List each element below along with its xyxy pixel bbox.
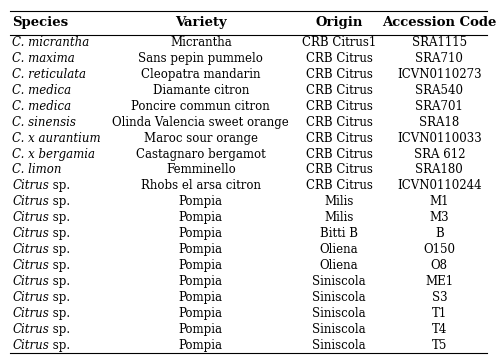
Text: Pompia: Pompia — [179, 243, 223, 256]
Text: Citrus: Citrus — [12, 275, 49, 288]
Text: C. sinensis: C. sinensis — [12, 116, 77, 128]
Text: SRA701: SRA701 — [415, 100, 463, 113]
Text: C. limon: C. limon — [12, 163, 62, 177]
Text: Species: Species — [12, 16, 69, 29]
Text: sp.: sp. — [49, 227, 70, 240]
Text: Variety: Variety — [175, 16, 227, 29]
Text: Poncire commun citron: Poncire commun citron — [131, 100, 270, 113]
Text: Oliena: Oliena — [320, 259, 358, 272]
Text: Pompia: Pompia — [179, 339, 223, 352]
Text: M3: M3 — [429, 211, 449, 224]
Text: ICVN0110273: ICVN0110273 — [397, 68, 482, 81]
Text: sp.: sp. — [49, 291, 70, 304]
Text: Pompia: Pompia — [179, 323, 223, 336]
Text: sp.: sp. — [49, 195, 70, 208]
Text: Citrus: Citrus — [12, 307, 49, 320]
Text: Castagnaro bergamot: Castagnaro bergamot — [136, 147, 266, 161]
Text: M1: M1 — [429, 195, 449, 208]
Text: Rhobs el arsa citron: Rhobs el arsa citron — [141, 179, 261, 192]
Text: O8: O8 — [431, 259, 448, 272]
Text: Micrantha: Micrantha — [170, 36, 232, 49]
Text: ICVN0110033: ICVN0110033 — [397, 132, 482, 145]
Text: Pompia: Pompia — [179, 227, 223, 240]
Text: ICVN0110244: ICVN0110244 — [397, 179, 482, 192]
Text: Citrus: Citrus — [12, 195, 49, 208]
Text: C. medica: C. medica — [12, 100, 72, 113]
Text: Siniscola: Siniscola — [312, 339, 366, 352]
Text: Siniscola: Siniscola — [312, 323, 366, 336]
Text: CRB Citrus: CRB Citrus — [306, 132, 373, 145]
Text: CRB Citrus: CRB Citrus — [306, 179, 373, 192]
Text: Citrus: Citrus — [12, 259, 49, 272]
Text: Pompia: Pompia — [179, 211, 223, 224]
Text: Diamante citron: Diamante citron — [153, 84, 249, 97]
Text: Siniscola: Siniscola — [312, 291, 366, 304]
Text: sp.: sp. — [49, 275, 70, 288]
Text: Origin: Origin — [316, 16, 363, 29]
Text: Olinda Valencia sweet orange: Olinda Valencia sweet orange — [112, 116, 289, 128]
Text: Citrus: Citrus — [12, 227, 49, 240]
Text: C. reticulata: C. reticulata — [12, 68, 86, 81]
Text: sp.: sp. — [49, 179, 70, 192]
Text: Citrus: Citrus — [12, 243, 49, 256]
Text: Pompia: Pompia — [179, 275, 223, 288]
Text: T4: T4 — [432, 323, 447, 336]
Text: Bitti B: Bitti B — [320, 227, 358, 240]
Text: Pompia: Pompia — [179, 195, 223, 208]
Text: CRB Citrus: CRB Citrus — [306, 163, 373, 177]
Text: SRA710: SRA710 — [415, 52, 463, 65]
Text: SRA540: SRA540 — [415, 84, 463, 97]
Text: C. x aurantium: C. x aurantium — [12, 132, 101, 145]
Text: Citrus: Citrus — [12, 291, 49, 304]
Text: Siniscola: Siniscola — [312, 275, 366, 288]
Text: CRB Citrus: CRB Citrus — [306, 68, 373, 81]
Text: CRB Citrus1: CRB Citrus1 — [302, 36, 376, 49]
Text: sp.: sp. — [49, 307, 70, 320]
Text: Sans pepin pummelo: Sans pepin pummelo — [138, 52, 263, 65]
Text: Siniscola: Siniscola — [312, 307, 366, 320]
Text: C. micrantha: C. micrantha — [12, 36, 89, 49]
Text: sp.: sp. — [49, 211, 70, 224]
Text: Citrus: Citrus — [12, 211, 49, 224]
Text: Milis: Milis — [325, 211, 354, 224]
Text: sp.: sp. — [49, 339, 70, 352]
Text: SRA1115: SRA1115 — [412, 36, 467, 49]
Text: Femminello: Femminello — [166, 163, 236, 177]
Text: C. medica: C. medica — [12, 84, 72, 97]
Text: Pompia: Pompia — [179, 307, 223, 320]
Text: Milis: Milis — [325, 195, 354, 208]
Text: sp.: sp. — [49, 259, 70, 272]
Text: CRB Citrus: CRB Citrus — [306, 100, 373, 113]
Text: CRB Citrus: CRB Citrus — [306, 84, 373, 97]
Text: CRB Citrus: CRB Citrus — [306, 52, 373, 65]
Text: Pompia: Pompia — [179, 259, 223, 272]
Text: Pompia: Pompia — [179, 291, 223, 304]
Text: B: B — [435, 227, 444, 240]
Text: Cleopatra mandarin: Cleopatra mandarin — [141, 68, 260, 81]
Text: T5: T5 — [432, 339, 447, 352]
Text: ME1: ME1 — [425, 275, 453, 288]
Text: Accession Code: Accession Code — [382, 16, 497, 29]
Text: CRB Citrus: CRB Citrus — [306, 116, 373, 128]
Text: O150: O150 — [423, 243, 455, 256]
Text: Oliena: Oliena — [320, 243, 358, 256]
Text: Citrus: Citrus — [12, 339, 49, 352]
Text: Maroc sour orange: Maroc sour orange — [144, 132, 258, 145]
Text: sp.: sp. — [49, 243, 70, 256]
Text: S3: S3 — [431, 291, 447, 304]
Text: CRB Citrus: CRB Citrus — [306, 147, 373, 161]
Text: T1: T1 — [432, 307, 447, 320]
Text: SRA18: SRA18 — [419, 116, 459, 128]
Text: C. maxima: C. maxima — [12, 52, 75, 65]
Text: C. x bergamia: C. x bergamia — [12, 147, 95, 161]
Text: Citrus: Citrus — [12, 323, 49, 336]
Text: sp.: sp. — [49, 323, 70, 336]
Text: SRA 612: SRA 612 — [414, 147, 465, 161]
Text: SRA180: SRA180 — [415, 163, 463, 177]
Text: Citrus: Citrus — [12, 179, 49, 192]
